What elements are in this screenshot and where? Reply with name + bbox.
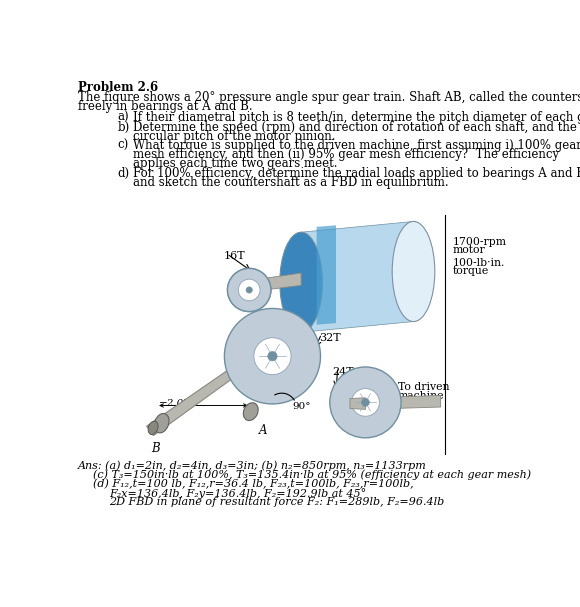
Circle shape bbox=[330, 367, 401, 438]
Circle shape bbox=[238, 279, 260, 300]
Text: d): d) bbox=[117, 167, 129, 180]
Text: motor: motor bbox=[452, 245, 485, 256]
Text: a): a) bbox=[117, 111, 129, 124]
Text: Ans: (a) d₁=2in, d₂=4in, d₃=3in; (b) n₂=850rpm, n₃=1133rpm: Ans: (a) d₁=2in, d₂=4in, d₃=3in; (b) n₂=… bbox=[78, 460, 427, 470]
Polygon shape bbox=[301, 222, 414, 332]
Circle shape bbox=[238, 279, 260, 300]
Polygon shape bbox=[317, 225, 336, 325]
Circle shape bbox=[224, 308, 321, 404]
Circle shape bbox=[254, 337, 291, 375]
Text: b): b) bbox=[117, 121, 130, 134]
Text: 1": 1" bbox=[264, 384, 276, 393]
Ellipse shape bbox=[392, 222, 435, 322]
Polygon shape bbox=[259, 273, 301, 291]
Text: circular pitch of the motor pinion.: circular pitch of the motor pinion. bbox=[133, 130, 335, 143]
Text: (c) T₃=150in·lb at 100%, T₃=135.4in·lb at 95% (efficiency at each gear mesh): (c) T₃=150in·lb at 100%, T₃=135.4in·lb a… bbox=[93, 469, 531, 480]
Text: mesh efficiency, and then (ii) 95% gear mesh efficiency?  The efficiency: mesh efficiency, and then (ii) 95% gear … bbox=[133, 148, 559, 161]
Text: B: B bbox=[151, 443, 160, 455]
Text: applies each time two gears meet.: applies each time two gears meet. bbox=[133, 157, 338, 170]
Text: (d) F₁₂,t=100 lb, F₁₂,r=36.4 lb, F₂₃,t=100lb, F₂₃,r=100lb,: (d) F₁₂,t=100 lb, F₁₂,r=36.4 lb, F₂₃,t=1… bbox=[93, 479, 414, 489]
Text: 32T: 32T bbox=[319, 333, 340, 343]
Text: freely in bearings at A and B.: freely in bearings at A and B. bbox=[78, 100, 252, 113]
Text: For 100% efficiency, determine the radial loads applied to bearings A and B,: For 100% efficiency, determine the radia… bbox=[133, 167, 580, 180]
Text: c): c) bbox=[117, 140, 129, 152]
Text: The figure shows a 20° pressure angle spur gear train. Shaft AB, called the coun: The figure shows a 20° pressure angle sp… bbox=[78, 91, 580, 104]
Circle shape bbox=[361, 399, 369, 406]
Text: F₂x=136.4lb, F₂y=136.4lb, F₂=192.9lb at 45°: F₂x=136.4lb, F₂y=136.4lb, F₂=192.9lb at … bbox=[109, 488, 366, 499]
Text: 16T: 16T bbox=[224, 251, 245, 262]
Circle shape bbox=[268, 351, 277, 361]
Text: Determine the speed (rpm) and direction of rotation of each shaft, and the: Determine the speed (rpm) and direction … bbox=[133, 121, 577, 134]
Polygon shape bbox=[365, 396, 441, 409]
Text: 90°: 90° bbox=[292, 402, 311, 410]
Circle shape bbox=[227, 268, 271, 311]
Text: 2D FBD in plane of resultant force F₂: F₁=289lb, F₂=96.4lb: 2D FBD in plane of resultant force F₂: F… bbox=[109, 497, 444, 507]
Text: Problem 2.6: Problem 2.6 bbox=[78, 81, 158, 94]
Text: 24T: 24T bbox=[332, 367, 354, 377]
Text: To driven: To driven bbox=[398, 382, 450, 392]
Text: 100-lb·in.: 100-lb·in. bbox=[452, 257, 505, 268]
Text: A: A bbox=[259, 424, 267, 437]
Text: What torque is supplied to the driven machine, first assuming i) 100% gear: What torque is supplied to the driven ma… bbox=[133, 140, 580, 152]
Polygon shape bbox=[147, 324, 299, 436]
Ellipse shape bbox=[148, 421, 158, 435]
Ellipse shape bbox=[243, 403, 258, 421]
Polygon shape bbox=[350, 398, 365, 409]
Ellipse shape bbox=[154, 413, 169, 433]
Circle shape bbox=[246, 287, 252, 293]
Text: 1700-rpm: 1700-rpm bbox=[452, 237, 506, 247]
Text: torque: torque bbox=[452, 266, 488, 276]
Text: If their diametral pitch is 8 teeth/in, determine the pitch diameter of each gea: If their diametral pitch is 8 teeth/in, … bbox=[133, 111, 580, 124]
Text: machine: machine bbox=[398, 391, 444, 401]
Circle shape bbox=[227, 268, 271, 311]
Text: −2.0": −2.0" bbox=[160, 399, 189, 408]
Circle shape bbox=[246, 287, 252, 293]
Ellipse shape bbox=[280, 232, 322, 332]
Circle shape bbox=[351, 388, 379, 416]
Text: and sketch the countershaft as a FBD in equilibrium.: and sketch the countershaft as a FBD in … bbox=[133, 175, 448, 189]
